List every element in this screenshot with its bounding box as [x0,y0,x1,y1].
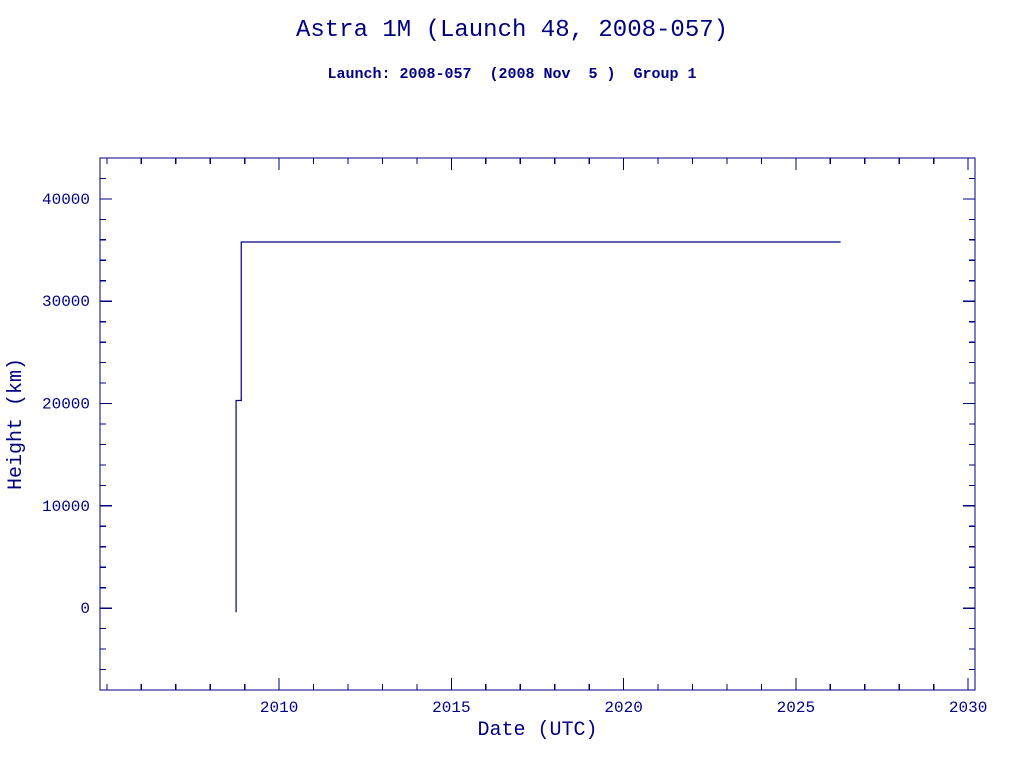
height-km-line [235,241,841,613]
x-axis-label: Date (UTC) [477,719,598,742]
x-tick-label: 2010 [260,699,298,717]
y-tick-label: 30000 [42,293,90,311]
x-tick-label: 2020 [604,699,642,717]
chart-subtitle: Launch: 2008-057 (2008 Nov 5 ) Group 1 [327,66,697,83]
y-tick-label: 0 [80,600,90,618]
y-axis-label: Height (km) [5,357,28,491]
y-tick-label: 20000 [42,396,90,414]
x-tick-label: 2030 [949,699,987,717]
x-tick-label: 2015 [432,699,470,717]
x-tick-label: 2025 [777,699,815,717]
chart-title: Astra 1M (Launch 48, 2008-057) [295,17,729,44]
plot-frame [99,157,976,691]
y-tick-label: 40000 [42,191,90,209]
y-tick-label: 10000 [42,498,90,516]
